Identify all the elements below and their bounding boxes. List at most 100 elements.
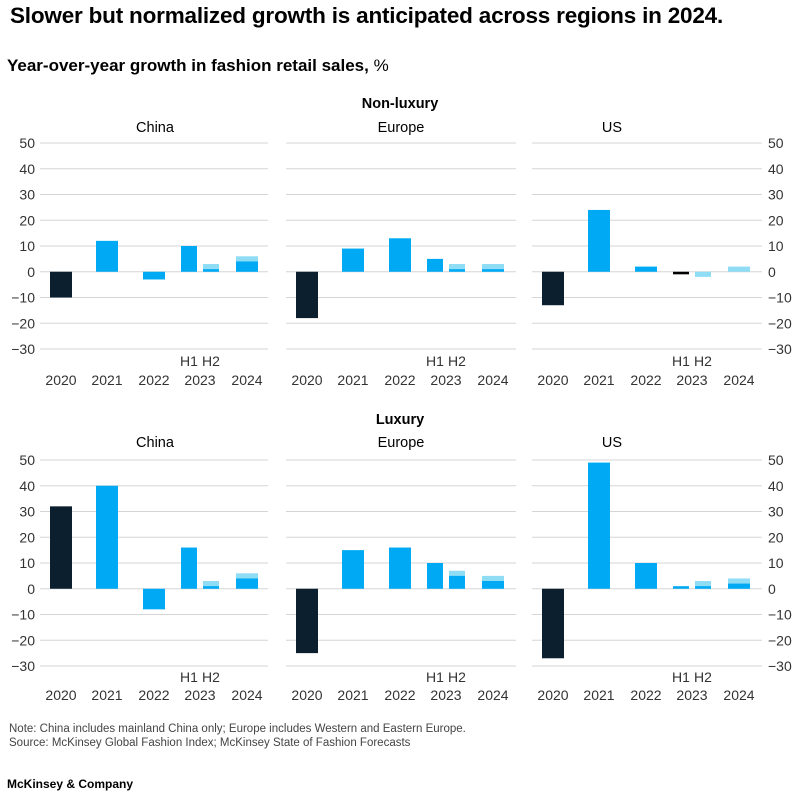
bar — [695, 586, 711, 589]
y-tick-label: 30 — [19, 187, 35, 203]
x-category-label: 2020 — [291, 687, 322, 703]
y-tick-label: −20 — [11, 632, 35, 648]
x-half-label: H2 — [202, 353, 220, 369]
bar — [342, 248, 364, 272]
bar-forecast-range — [482, 264, 504, 272]
chart-subtitle: Year-over-year growth in fashion retail … — [7, 56, 389, 76]
x-category-label: 2020 — [537, 372, 568, 388]
y-tick-label: 20 — [768, 212, 784, 228]
bar — [389, 547, 411, 589]
x-category-label: 2023 — [430, 687, 461, 703]
bar-forecast-range — [449, 264, 465, 272]
subtitle-text: Year-over-year growth in fashion retail … — [7, 56, 369, 75]
bar — [389, 238, 411, 272]
y-tick-label: 10 — [768, 238, 784, 254]
y-tick-label: −30 — [768, 658, 792, 674]
panel-title: Europe — [378, 435, 425, 451]
y-tick-label: −30 — [768, 341, 792, 357]
bar — [181, 246, 197, 272]
x-half-label: H1 — [672, 669, 690, 685]
bar — [96, 485, 118, 589]
brand-logo-text: McKinsey & Company — [7, 777, 134, 791]
x-category-label: 2024 — [231, 372, 262, 388]
x-category-label: 2021 — [91, 687, 122, 703]
bar — [427, 258, 443, 272]
bar — [296, 588, 318, 654]
panel-title: Europe — [378, 120, 425, 136]
y-tick-label: 0 — [27, 264, 35, 280]
x-category-label: 2021 — [583, 687, 614, 703]
x-category-label: 2020 — [537, 687, 568, 703]
bar — [96, 240, 118, 272]
x-category-label: 2022 — [138, 687, 169, 703]
y-tick-label: −10 — [768, 607, 792, 623]
x-category-label: 2024 — [231, 687, 262, 703]
y-tick-label: −30 — [11, 341, 35, 357]
bar — [482, 269, 504, 272]
bar — [50, 506, 72, 589]
bar — [482, 581, 504, 589]
y-tick-label: 10 — [768, 555, 784, 571]
x-category-label: 2021 — [91, 372, 122, 388]
bar-forecast-range — [695, 581, 711, 589]
bar — [673, 586, 689, 589]
x-half-label: H1 — [672, 353, 690, 369]
y-tick-label: 20 — [768, 529, 784, 545]
x-half-label: H1 — [180, 669, 198, 685]
x-half-label: H2 — [694, 353, 712, 369]
bar-forecast-range — [728, 266, 750, 272]
x-category-label: 2022 — [630, 372, 661, 388]
bar — [203, 269, 219, 272]
bar — [635, 563, 657, 589]
bar — [542, 271, 564, 306]
bar — [449, 269, 465, 272]
x-category-label: 2024 — [723, 372, 754, 388]
bar — [635, 266, 657, 272]
chart-title: Slower but normalized growth is anticipa… — [10, 3, 724, 28]
y-tick-label: 50 — [768, 452, 784, 468]
x-category-label: 2020 — [45, 687, 76, 703]
x-category-label: 2020 — [291, 372, 322, 388]
bar-forecast-range — [203, 264, 219, 272]
bar — [143, 271, 165, 280]
subtitle-unit: % — [373, 56, 389, 75]
x-category-label: 2023 — [676, 372, 707, 388]
bar-forecast-range — [203, 581, 219, 589]
x-category-label: 2022 — [138, 372, 169, 388]
x-half-label: H1 — [426, 353, 444, 369]
y-tick-label: −10 — [11, 607, 35, 623]
y-tick-label: 50 — [19, 135, 35, 151]
chart-source: Source: McKinsey Global Fashion Index; M… — [9, 737, 411, 749]
y-tick-label: 50 — [768, 135, 784, 151]
x-half-label: H1 — [426, 669, 444, 685]
panel-title: China — [136, 435, 175, 451]
x-category-label: 2023 — [676, 687, 707, 703]
y-tick-label: −30 — [11, 658, 35, 674]
x-half-label: H2 — [448, 669, 466, 685]
section-heading: Non-luxury — [362, 96, 439, 112]
y-tick-label: 0 — [768, 264, 776, 280]
bar — [236, 578, 258, 589]
x-category-label: 2024 — [477, 687, 508, 703]
x-category-label: 2023 — [430, 372, 461, 388]
x-category-label: 2023 — [184, 687, 215, 703]
y-tick-label: 30 — [768, 187, 784, 203]
y-tick-label: −10 — [11, 290, 35, 306]
y-tick-label: −20 — [768, 632, 792, 648]
bar — [728, 583, 750, 589]
x-half-label: H1 — [180, 353, 198, 369]
y-tick-label: 40 — [19, 161, 35, 177]
y-tick-label: 10 — [19, 238, 35, 254]
panel-title: US — [602, 120, 622, 136]
y-tick-label: 0 — [27, 581, 35, 597]
bar — [427, 563, 443, 589]
bar — [181, 547, 197, 589]
x-category-label: 2021 — [337, 687, 368, 703]
x-category-label: 2022 — [384, 372, 415, 388]
y-tick-label: 40 — [768, 478, 784, 494]
x-category-label: 2024 — [723, 687, 754, 703]
y-tick-label: 20 — [19, 529, 35, 545]
y-tick-label: −10 — [768, 290, 792, 306]
x-category-label: 2024 — [477, 372, 508, 388]
